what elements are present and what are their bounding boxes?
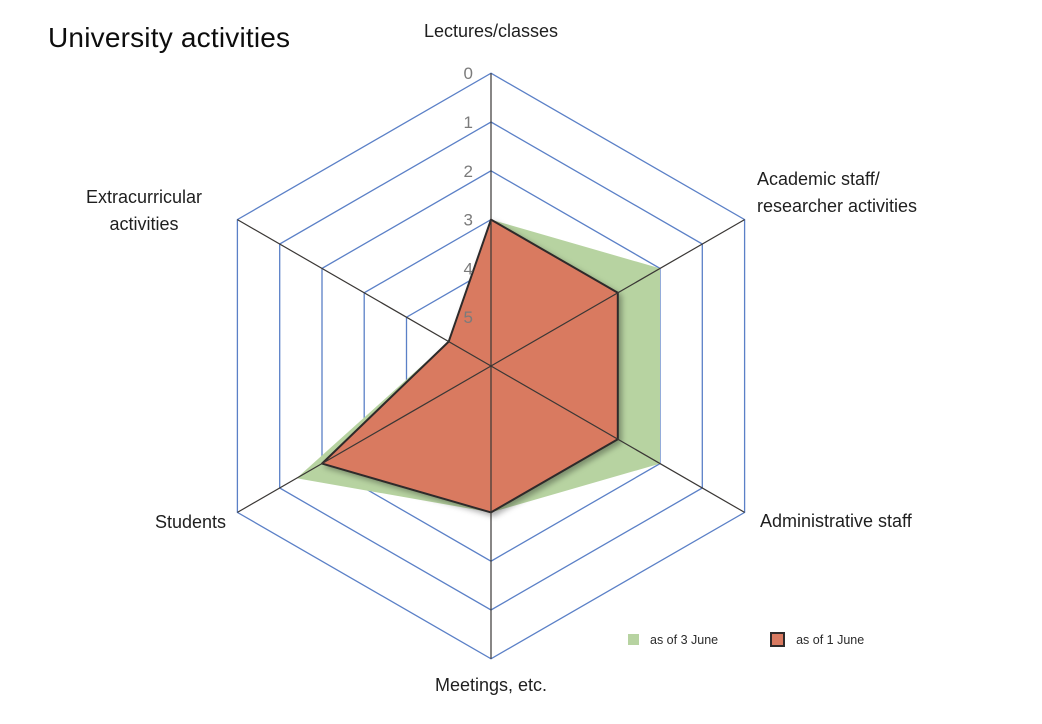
- legend-item-as-of-1-june: as of 1 June: [770, 632, 864, 647]
- radial-tick-labels: 0 1 2 3 4 5: [464, 64, 473, 327]
- radial-tick-label: 0: [464, 64, 473, 83]
- axis-label-line: Lectures/classes: [423, 21, 559, 41]
- radial-tick-label: 4: [464, 259, 473, 278]
- axis-label-extracurricular: Extracurricular activities: [20, 184, 268, 238]
- radial-tick-label: 1: [464, 113, 473, 132]
- legend-item-as-of-3-june: as of 3 June: [628, 633, 718, 647]
- axis-label-line: Students: [154, 512, 226, 532]
- legend-swatch-green: [628, 634, 639, 645]
- axis-label-line: Meetings, etc.: [434, 675, 548, 695]
- page-title: University activities: [48, 22, 291, 53]
- axis-label-line: Extracurricular: [85, 187, 203, 207]
- axis-spoke: [237, 219, 492, 367]
- legend-swatch-red: [770, 632, 786, 647]
- axis-label-lectures: Lectures/classes: [339, 18, 643, 45]
- axis-label-line: Administrative staff: [760, 511, 912, 531]
- axis-label-line: researcher activities: [757, 196, 918, 216]
- legend-label: as of 1 June: [796, 632, 865, 647]
- axis-spoke: [490, 219, 745, 367]
- axis-label-students: Students: [16, 509, 226, 536]
- axis-label-line: activities: [109, 214, 179, 234]
- axis-label-meetings: Meetings, etc.: [341, 672, 641, 699]
- axis-spoke: [237, 365, 492, 513]
- axis-label-line: Academic staff/: [757, 169, 880, 189]
- radial-tick-label: 3: [464, 211, 473, 230]
- axis-label-academic-staff: Academic staff/ researcher activities: [757, 166, 917, 220]
- legend-label: as of 3 June: [650, 632, 719, 647]
- chart-legend: as of 3 June as of 1 June: [628, 632, 864, 647]
- radial-tick-label: 2: [464, 162, 473, 181]
- axis-spoke: [490, 365, 745, 513]
- radial-tick-label: 5: [464, 308, 473, 327]
- axis-spokes: [237, 73, 745, 659]
- axis-label-administrative-staff: Administrative staff: [760, 508, 912, 535]
